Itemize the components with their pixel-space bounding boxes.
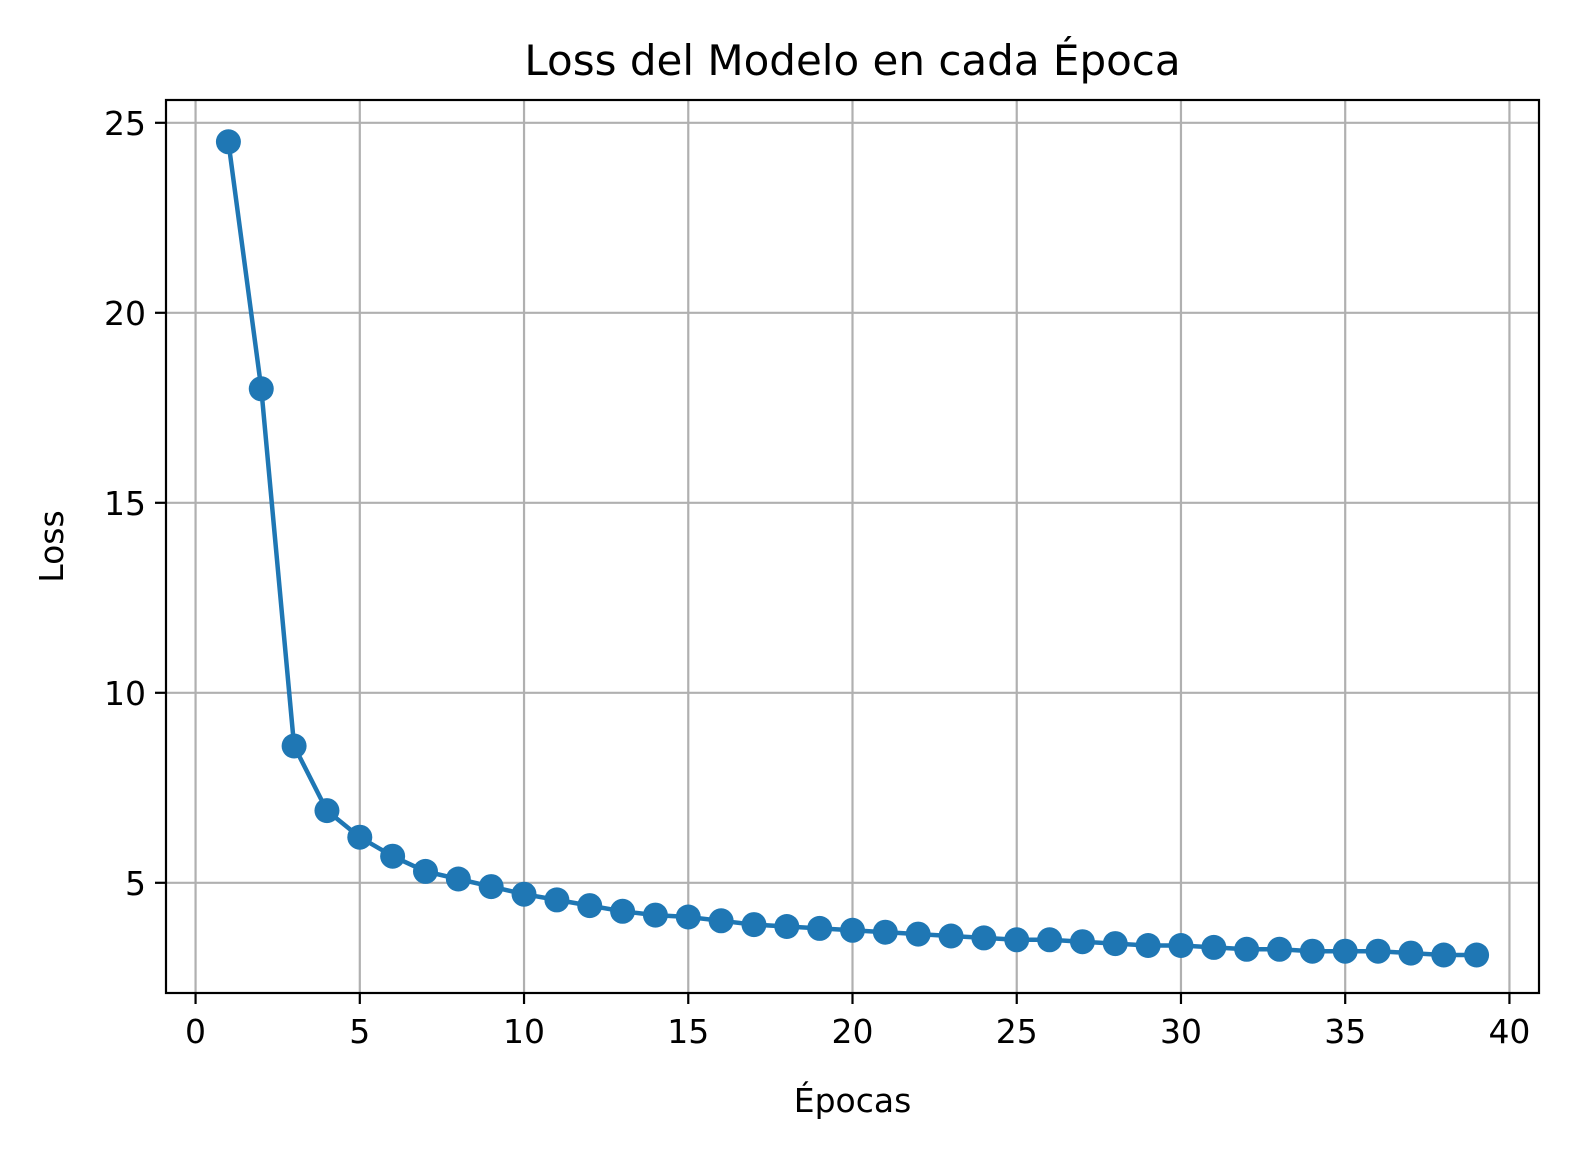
chart-title: Loss del Modelo en cada Época — [524, 35, 1180, 85]
loss-point — [741, 912, 767, 938]
x-axis-label: Épocas — [794, 1080, 912, 1120]
loss-point — [445, 866, 471, 892]
x-tick-label: 5 — [349, 1012, 370, 1051]
loss-point — [1069, 929, 1095, 955]
loss-point — [1037, 927, 1063, 953]
loss-point — [281, 733, 307, 759]
loss-point — [412, 858, 438, 884]
loss-point — [1267, 936, 1293, 962]
x-tick-label: 10 — [503, 1012, 545, 1051]
grid-lines — [166, 100, 1539, 993]
loss-point — [971, 925, 997, 951]
y-tick-label: 15 — [104, 484, 146, 523]
x-tick-label: 30 — [1160, 1012, 1202, 1051]
y-axis-label: Loss — [32, 510, 71, 582]
y-tick-label: 5 — [125, 864, 146, 903]
x-tick-label: 35 — [1324, 1012, 1366, 1051]
loss-point — [314, 798, 340, 824]
loss-point — [1365, 938, 1391, 964]
loss-point — [1464, 942, 1490, 968]
loss-point — [774, 914, 800, 939]
loss-point — [380, 843, 406, 869]
loss-point — [610, 898, 636, 924]
loss-point — [840, 917, 865, 943]
loss-point — [1201, 934, 1227, 960]
x-tick-label: 0 — [185, 1012, 206, 1051]
loss-point — [642, 902, 668, 928]
loss-point — [478, 874, 504, 900]
x-tick-label: 25 — [996, 1012, 1038, 1051]
y-tick-label: 20 — [104, 294, 146, 333]
loss-point — [1168, 933, 1194, 958]
loss-point — [708, 908, 734, 934]
loss-point — [872, 919, 898, 945]
loss-point — [544, 887, 570, 913]
loss-point — [347, 824, 373, 850]
tick-layer: 0 5 10 15 20 25 30 35 40 5 10 15 20 25 — [104, 104, 1530, 1051]
loss-point — [938, 923, 964, 949]
loss-point — [248, 376, 274, 402]
loss-point — [1299, 938, 1325, 964]
y-tick-label: 10 — [104, 674, 146, 713]
loss-point — [1004, 927, 1030, 953]
loss-point — [1332, 938, 1358, 964]
series-layer — [215, 129, 1490, 968]
loss-point — [511, 881, 537, 907]
loss-point — [577, 893, 603, 919]
loss-point — [215, 129, 241, 155]
x-tick-label: 20 — [832, 1012, 874, 1051]
loss-point — [675, 904, 701, 930]
loss-point — [807, 915, 833, 941]
loss-point — [905, 921, 931, 947]
loss-point — [1234, 936, 1260, 962]
x-tick-label: 15 — [667, 1012, 709, 1051]
loss-point — [1102, 931, 1128, 957]
y-tick-label: 25 — [104, 104, 146, 143]
loss-point — [1398, 940, 1424, 966]
loss-point — [1431, 942, 1457, 968]
x-tick-label: 40 — [1488, 1012, 1530, 1051]
loss-point — [1135, 933, 1161, 958]
